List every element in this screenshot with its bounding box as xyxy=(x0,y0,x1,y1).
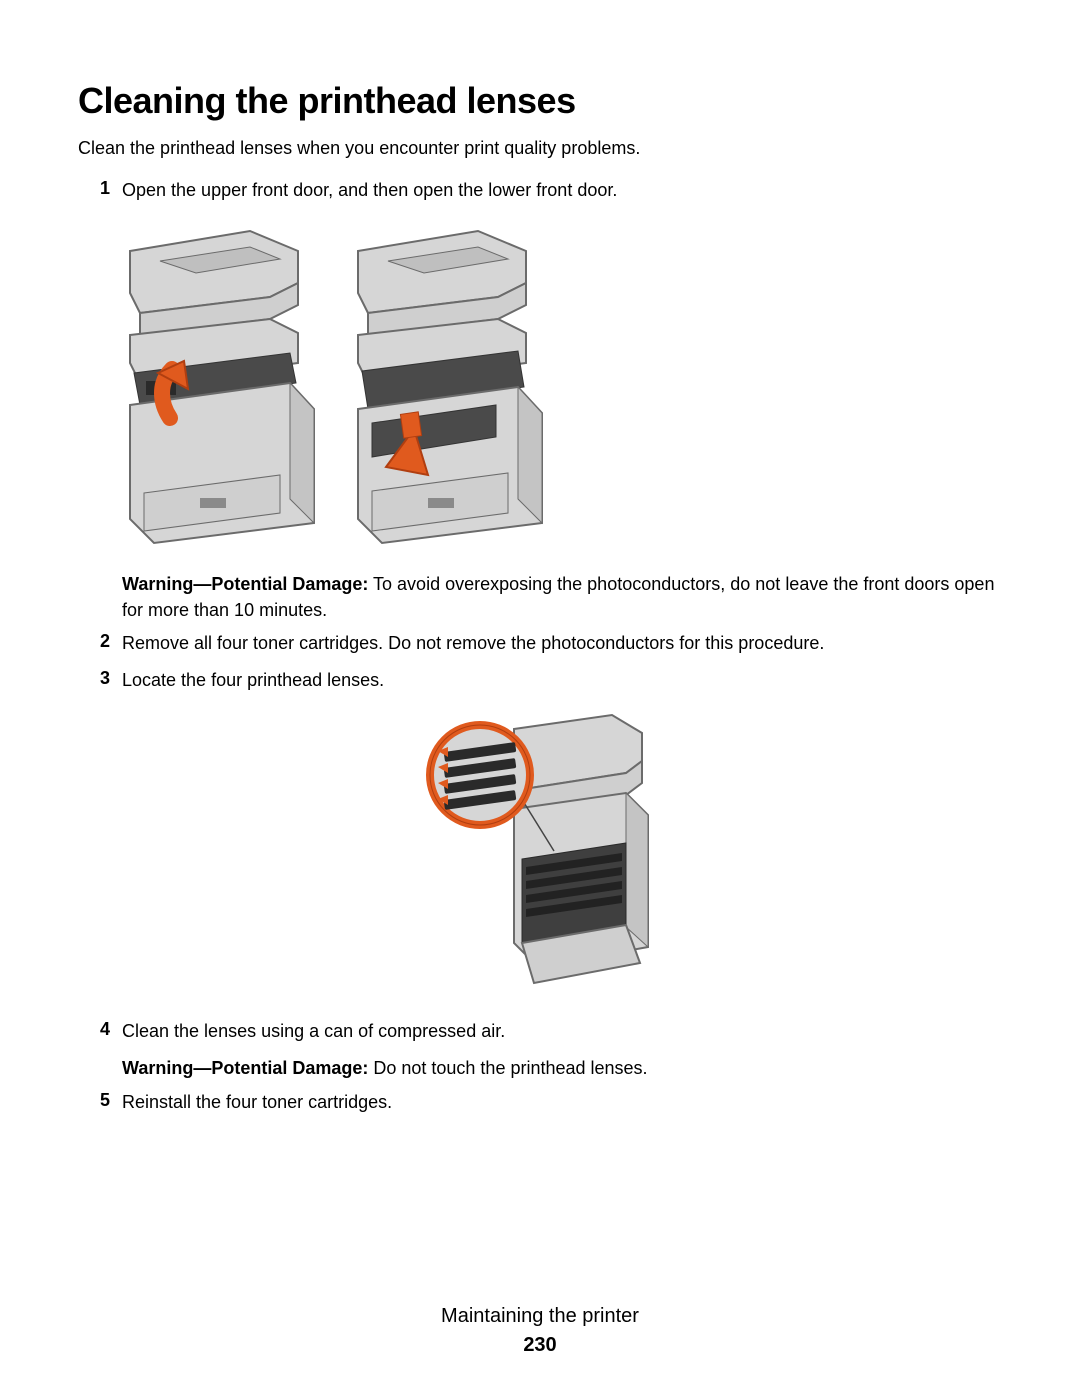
step-text: Open the upper front door, and then open… xyxy=(122,178,1004,203)
step-text: Locate the four printhead lenses. xyxy=(122,668,1004,693)
warning-lead: Warning—Potential Damage: xyxy=(122,1058,368,1078)
step-text: Reinstall the four toner cartridges. xyxy=(122,1090,1004,1115)
footer-page-number: 230 xyxy=(0,1334,1080,1357)
step-number: 5 xyxy=(100,1090,122,1111)
step-2: 2 Remove all four toner cartridges. Do n… xyxy=(100,631,1004,656)
step-3: 3 Locate the four printhead lenses. xyxy=(100,668,1004,693)
step-text: Remove all four toner cartridges. Do not… xyxy=(122,631,1004,656)
footer-section-title: Maintaining the printer xyxy=(0,1305,1080,1328)
warning-text: Do not touch the printhead lenses. xyxy=(368,1058,647,1078)
warning-2: Warning—Potential Damage: Do not touch t… xyxy=(122,1056,1004,1081)
page-title: Cleaning the printhead lenses xyxy=(78,80,1004,122)
warning-lead: Warning—Potential Damage: xyxy=(122,574,368,594)
printer-illustration-lower-door xyxy=(328,223,548,558)
step-number: 3 xyxy=(100,668,122,689)
figure-printhead-lenses xyxy=(78,711,1004,1001)
intro-text: Clean the printhead lenses when you enco… xyxy=(78,136,1004,160)
printhead-lens-callout-icon xyxy=(430,725,530,825)
step-text: Clean the lenses using a can of compress… xyxy=(122,1019,1004,1044)
printer-illustration-upper-door xyxy=(100,223,320,558)
manual-page: Cleaning the printhead lenses Clean the … xyxy=(0,0,1080,1397)
warning-1: Warning—Potential Damage: To avoid overe… xyxy=(122,572,1004,622)
step-number: 1 xyxy=(100,178,122,199)
page-footer: Maintaining the printer 230 xyxy=(0,1305,1080,1357)
step-4: 4 Clean the lenses using a can of compre… xyxy=(100,1019,1004,1044)
step-5: 5 Reinstall the four toner cartridges. xyxy=(100,1090,1004,1115)
figure-open-doors xyxy=(100,223,1004,558)
step-number: 4 xyxy=(100,1019,122,1040)
step-1: 1 Open the upper front door, and then op… xyxy=(100,178,1004,203)
step-number: 2 xyxy=(100,631,122,652)
